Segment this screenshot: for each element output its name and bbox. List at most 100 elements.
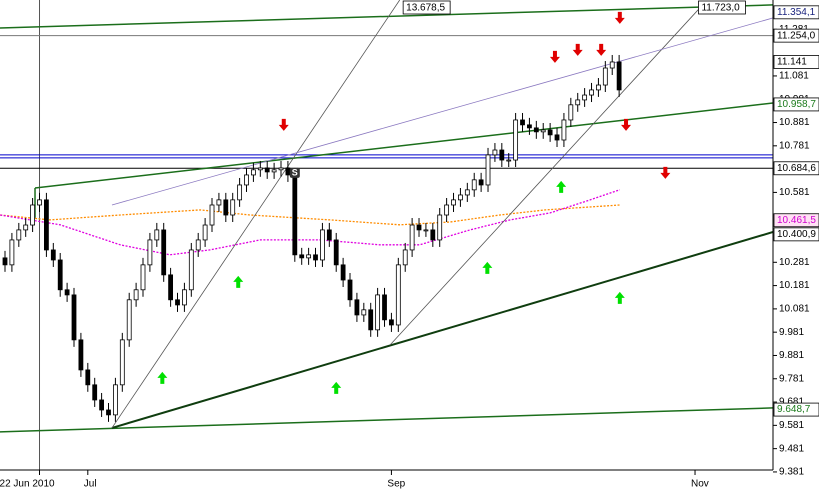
candle-body: [554, 134, 560, 141]
sell-arrow: [572, 43, 583, 56]
candle-body: [44, 199, 49, 251]
candle-body: [375, 294, 381, 331]
candle-body: [444, 204, 450, 216]
candle-body: [285, 167, 291, 176]
marker-text: S: [292, 168, 298, 178]
y-tick-label: 9.981: [779, 327, 804, 338]
candle-body: [113, 384, 118, 416]
candle-body: [209, 204, 215, 226]
candle-body: [168, 274, 174, 301]
candle-body: [471, 179, 477, 191]
price-label-box: [773, 402, 819, 417]
candle-body: [368, 309, 374, 331]
price-label: 10.461,5: [777, 215, 816, 226]
candle-body: [333, 239, 339, 266]
candle-body: [326, 229, 332, 241]
price-label: 10.400,9: [777, 229, 816, 240]
price-label-box: [773, 213, 819, 228]
axes: 11.28111.08110.98110.88110.78110.58110.2…: [0, 5, 819, 490]
candle-body: [50, 249, 56, 261]
y-tick-label: 10.581: [779, 187, 810, 198]
y-tick-label: 10.781: [779, 140, 810, 151]
candle-body: [547, 129, 553, 136]
candle-body: [147, 239, 153, 266]
candle-body: [609, 61, 615, 69]
candle-body: [602, 67, 608, 86]
price-label: 11.354,1: [777, 7, 816, 18]
candle-body: [492, 149, 498, 156]
candle-body: [195, 239, 201, 251]
candle-body: [540, 129, 546, 133]
top-label: 11.723,0: [701, 3, 740, 14]
candle-body: [244, 174, 249, 186]
candle-body: [161, 229, 167, 276]
candle-body: [133, 289, 139, 301]
candle-body: [292, 174, 298, 256]
candle-body: [57, 259, 63, 291]
candle-body: [527, 124, 532, 129]
candle-body: [389, 319, 394, 326]
y-tick-label: 10.281: [779, 257, 810, 268]
candle-body: [237, 184, 243, 201]
trend-line: [0, 4, 773, 29]
candle-body: [216, 199, 222, 206]
candle-body: [223, 199, 229, 216]
sell-arrow: [549, 50, 560, 63]
candle-body: [596, 84, 601, 91]
candle-body: [37, 199, 42, 206]
y-tick-label: 9.881: [779, 350, 804, 361]
candle-body: [361, 309, 367, 316]
y-tick-label: 9.781: [779, 373, 804, 384]
candle-body: [575, 99, 581, 106]
candle-body: [616, 61, 622, 91]
trend-line: [0, 407, 773, 433]
candle-body: [271, 169, 277, 173]
candle-body: [423, 229, 429, 232]
buy-arrow: [331, 381, 342, 394]
price-label: 11.141: [777, 57, 807, 68]
candle-body: [582, 94, 588, 101]
candle-body: [451, 199, 456, 206]
candle-body: [16, 229, 22, 241]
candle-body: [430, 229, 436, 241]
trend-line: [34, 102, 773, 189]
price-label: 11.254,0: [777, 30, 816, 41]
y-tick-label: 9.381: [779, 467, 804, 478]
sell-arrow: [596, 43, 607, 56]
trend-line: [111, 231, 773, 429]
price-label-box: [773, 55, 819, 69]
price-label-box: [773, 227, 819, 242]
sell-arrow: [660, 166, 671, 179]
candle-body: [30, 204, 36, 226]
price-label-box: [773, 97, 819, 112]
candle-body: [299, 254, 305, 259]
candle-body: [92, 384, 98, 401]
candle-body: [264, 167, 270, 173]
candle-body: [140, 264, 146, 291]
candle-body: [533, 127, 539, 133]
candle-body: [9, 239, 15, 266]
candle-body: [520, 119, 525, 126]
candle-body: [106, 409, 111, 416]
price-label-box: [773, 161, 819, 176]
top-label-box: [402, 0, 451, 15]
candle-body: [568, 104, 574, 121]
top-label: 13.678,5: [406, 3, 445, 14]
candle-body: [499, 149, 505, 161]
x-tick-label: Jul: [84, 479, 97, 490]
price-label-box: [773, 28, 819, 43]
candle-body: [230, 199, 236, 216]
candle-body: [506, 159, 512, 162]
price-label: 9.648,7: [777, 404, 811, 415]
candle-body: [589, 89, 594, 96]
sell-arrow: [614, 11, 625, 24]
candle-body: [320, 229, 325, 261]
buy-arrow: [157, 371, 168, 384]
candle-body: [313, 254, 318, 261]
candle-body: [485, 154, 491, 186]
candle-body: [354, 299, 360, 316]
trend-line: [111, 17, 773, 206]
candle-body: [478, 179, 484, 186]
